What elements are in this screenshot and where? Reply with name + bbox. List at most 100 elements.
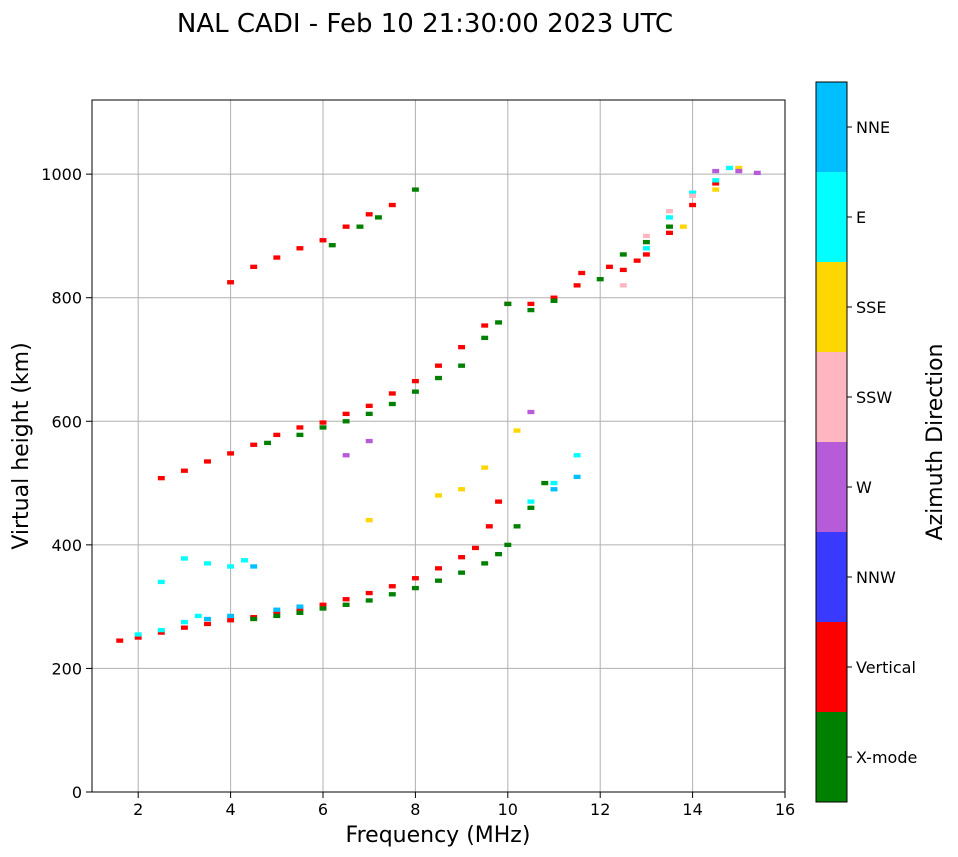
echo-point [365, 438, 373, 444]
echo-point [342, 453, 350, 458]
echo-point [435, 566, 442, 571]
echo-point [365, 598, 373, 603]
echo-point [504, 301, 512, 307]
echo-point [157, 627, 165, 633]
echo-point [204, 616, 211, 622]
colorbar-tick-label: SSE [856, 298, 886, 317]
echo-point [666, 230, 673, 236]
echo-point [342, 411, 350, 417]
echo-point [458, 487, 466, 492]
colorbar-segment [816, 442, 847, 532]
echo-point [273, 432, 281, 438]
echo-point [180, 619, 188, 625]
echo-point [527, 301, 535, 307]
echo-point [735, 165, 743, 171]
echo-point [679, 224, 687, 229]
echo-point [435, 375, 442, 381]
echo-point [180, 556, 188, 561]
x-axis: 2 4 6 8 10 12 14 16 [133, 792, 795, 819]
echo-point [296, 246, 304, 251]
echo-point [365, 212, 373, 217]
echo-point [250, 442, 258, 447]
y-tick-label: 1000 [41, 165, 82, 184]
echo-point [296, 432, 304, 438]
y-tick-label: 400 [51, 536, 82, 555]
echo-point [240, 558, 248, 563]
echo-point [204, 561, 211, 566]
echo-point [458, 555, 466, 560]
echo-point [319, 606, 327, 611]
echo-point [411, 585, 419, 591]
chart-title: NAL CADI - Feb 10 21:30:00 2023 UTC [177, 9, 673, 39]
colorbar-segment [816, 172, 847, 262]
echo-point [527, 307, 535, 313]
echo-point [633, 258, 641, 263]
echo-point [481, 323, 489, 328]
echo-point [273, 607, 281, 612]
colorbar-tick-label: NNE [856, 118, 890, 137]
echo-point [458, 344, 466, 350]
echo-point [619, 252, 627, 257]
echo-point [666, 215, 673, 220]
echo-point [527, 499, 535, 504]
echo-point [495, 320, 503, 325]
echo-point [411, 576, 419, 581]
echo-point [227, 280, 235, 285]
colorbar-tick-label: SSW [856, 388, 892, 407]
echo-point [527, 409, 535, 415]
colorbar-segment [816, 352, 847, 442]
colorbar-segment [816, 532, 847, 622]
echo-point [227, 564, 235, 569]
echo-point [157, 579, 165, 585]
echo-point [328, 243, 336, 248]
echo-point [388, 592, 396, 597]
echo-point [411, 389, 419, 394]
echo-point [605, 264, 613, 269]
echo-point [435, 363, 442, 368]
echo-point [180, 625, 188, 630]
echo-point [250, 264, 258, 269]
colorbar-tick-label: NNW [856, 568, 896, 587]
echo-point [550, 487, 558, 492]
echo-point [296, 606, 304, 612]
colorbar-segment [816, 622, 847, 712]
echo-point [411, 187, 419, 192]
echo-point [296, 604, 304, 609]
y-axis: 0 200 400 600 800 1000 [41, 165, 92, 802]
echo-point [726, 165, 734, 171]
echo-points [116, 165, 761, 643]
echo-point [527, 505, 535, 510]
echo-point [642, 233, 650, 239]
echo-point [689, 202, 697, 208]
colorbar-tick-label: W [856, 478, 872, 497]
echo-point [116, 638, 124, 643]
y-tick-label: 600 [51, 412, 82, 431]
echo-point [495, 499, 503, 504]
echo-point [504, 542, 512, 548]
echo-point [273, 255, 281, 260]
echo-point [296, 610, 304, 615]
echo-point [342, 224, 350, 229]
echo-point [273, 610, 281, 615]
echo-point [735, 168, 743, 174]
x-tick-label: 12 [590, 800, 610, 819]
echo-point [642, 252, 650, 257]
y-tick-label: 800 [51, 289, 82, 308]
echo-point [356, 224, 364, 229]
x-tick-label: 8 [410, 800, 420, 819]
echo-point [642, 246, 650, 251]
x-tick-label: 6 [318, 800, 328, 819]
colorbar-segment [816, 262, 847, 352]
echo-point [689, 193, 697, 198]
echo-point [388, 202, 396, 208]
colorbar-frame [815, 81, 848, 803]
colorbar-label: Azimuth Direction [923, 343, 948, 540]
echo-point [264, 440, 272, 446]
echo-point [578, 270, 586, 276]
echo-point [296, 425, 304, 430]
echo-point [619, 267, 627, 273]
echo-point [619, 283, 627, 288]
echo-point [227, 618, 235, 623]
echo-point [550, 295, 558, 300]
echo-point [342, 419, 350, 424]
